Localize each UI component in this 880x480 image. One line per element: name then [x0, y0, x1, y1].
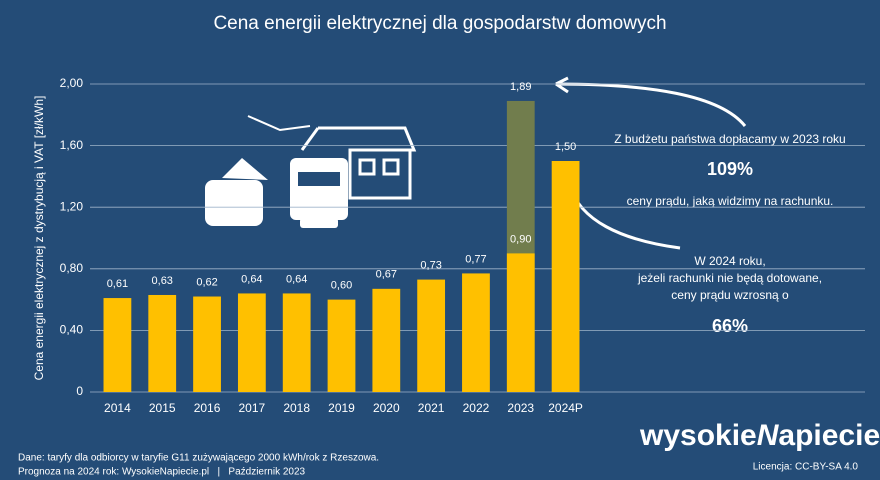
- bar: [506, 253, 535, 392]
- data-label: 0,90: [510, 233, 531, 245]
- wallet-icon: [205, 158, 268, 226]
- y-tick-label: 2,00: [60, 76, 84, 90]
- bar: [462, 273, 490, 392]
- y-axis-label: Cena energii elektrycznej z dystrybucją …: [32, 96, 46, 381]
- annotation: W 2024 roku,: [694, 254, 765, 268]
- x-tick-label: 2014: [104, 401, 131, 415]
- bar: [372, 288, 401, 392]
- bar: [237, 293, 266, 392]
- y-tick-label: 0: [76, 384, 83, 398]
- logo: wysokieNapiecie.pl: [639, 419, 880, 452]
- annotation: 109%: [707, 159, 753, 179]
- annotation: ceny prądu wzrosną o: [671, 288, 789, 302]
- data-label: 0,67: [376, 269, 397, 281]
- data-label: 0,61: [107, 278, 128, 290]
- license: Licencja: CC-BY-SA 4.0: [753, 462, 859, 473]
- data-label: 1,50: [555, 141, 576, 153]
- x-tick-label: 2022: [463, 401, 490, 415]
- logo-part: apiecie.pl: [778, 419, 880, 452]
- logo-part: wysokie: [639, 419, 757, 452]
- x-tick-label: 2018: [283, 401, 310, 415]
- data-label: 0,73: [420, 259, 441, 271]
- y-tick-label: 1,60: [60, 138, 84, 152]
- meter-icon: [290, 158, 348, 228]
- data-label: 1,89: [510, 81, 531, 93]
- bar: [417, 279, 446, 392]
- chart-title: Cena energii elektrycznej dla gospodarst…: [213, 13, 666, 34]
- bar: [103, 298, 132, 392]
- y-tick-label: 1,20: [60, 199, 84, 213]
- x-tick-label: 2024P: [548, 401, 583, 415]
- x-tick-label: 2020: [373, 401, 400, 415]
- house-icon: [300, 126, 417, 200]
- bar: [551, 161, 580, 392]
- data-label: 0,77: [465, 253, 486, 265]
- x-tick-label: 2021: [418, 401, 445, 415]
- x-tick-label: 2023: [507, 401, 534, 415]
- data-label: 0,64: [286, 273, 307, 285]
- data-label: 0,64: [241, 273, 262, 285]
- annotation: ceny prądu, jaką widzimy na rachunku.: [627, 194, 834, 208]
- x-tick-label: 2015: [149, 401, 176, 415]
- bar: [327, 299, 356, 392]
- bar: [193, 296, 221, 392]
- bar: [148, 294, 177, 392]
- data-label: 0,62: [196, 276, 217, 288]
- x-tick-label: 2017: [239, 401, 266, 415]
- annotation: Z budżetu państwa dopłacamy w 2023 roku: [614, 132, 845, 146]
- logo-part: N: [757, 419, 780, 452]
- y-tick-label: 0,80: [60, 261, 84, 275]
- data-label: 0,63: [152, 275, 173, 287]
- y-tick-label: 0,40: [60, 323, 84, 337]
- data-label: 0,60: [331, 280, 352, 292]
- annotation: 66%: [712, 316, 748, 336]
- bar: [282, 293, 311, 392]
- x-tick-label: 2016: [194, 401, 221, 415]
- wire-icon: [247, 115, 311, 132]
- annotation: jeżeli rachunki nie będą dotowane,: [637, 271, 822, 285]
- footer-source: Dane: taryfy dla odbiorcy w taryfie G11 …: [18, 453, 379, 464]
- footer-forecast: Prognoza na 2024 rok: WysokieNapiecie.pl…: [18, 467, 306, 478]
- x-tick-label: 2019: [328, 401, 355, 415]
